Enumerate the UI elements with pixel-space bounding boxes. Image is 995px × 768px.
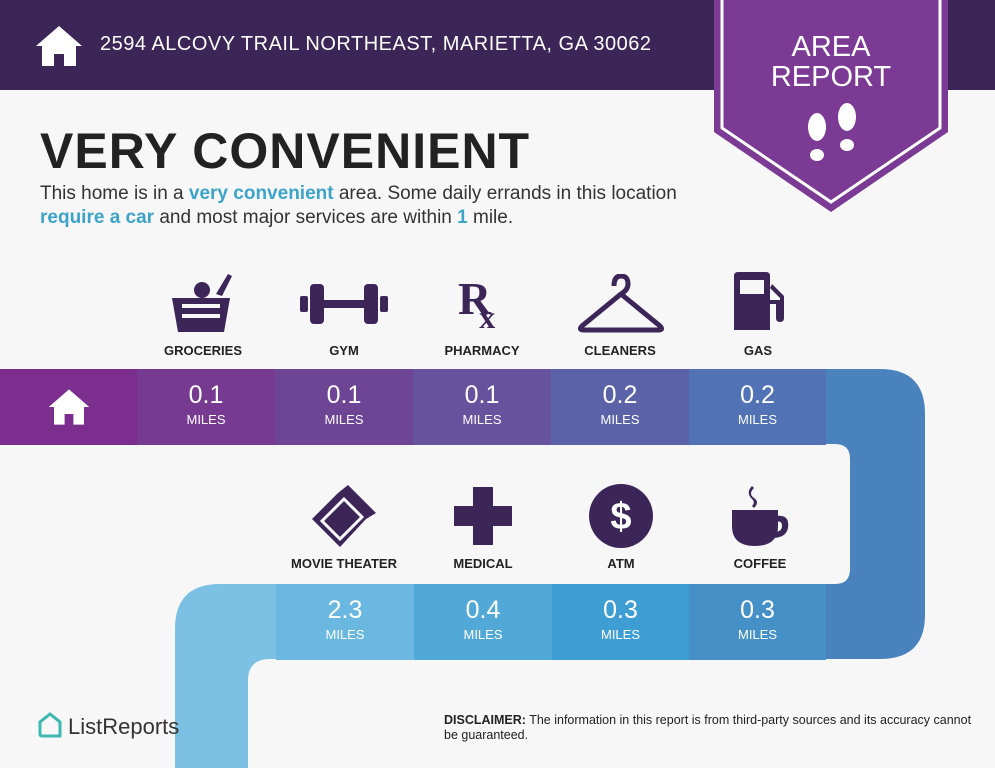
gas-pump-icon <box>734 272 784 330</box>
distance-cell-coffee: 0.3 MILES <box>689 584 826 660</box>
label-medical: MEDICAL <box>453 556 513 571</box>
disclaimer: DISCLAIMER: The information in this repo… <box>444 713 972 742</box>
footprints-icon <box>808 103 856 161</box>
medical-cross-icon <box>454 487 512 545</box>
hanger-icon <box>578 274 664 333</box>
label-gym: GYM <box>329 343 359 358</box>
label-cleaners: CLEANERS <box>584 343 656 358</box>
label-groceries: GROCERIES <box>163 343 242 358</box>
label-atm: ATM <box>607 556 635 571</box>
ticket-icon <box>312 485 376 547</box>
svg-text:$: $ <box>610 496 631 538</box>
badge-title: AREA REPORT <box>770 31 892 93</box>
coffee-cup-icon <box>732 486 789 546</box>
label-movie-theater: MOVIE THEATER <box>291 556 397 571</box>
rx-icon: Rx <box>458 273 496 335</box>
listreports-logo: ListReports <box>38 712 179 740</box>
property-address: 2594 ALCOVY TRAIL NORTHEAST, MARIETTA, G… <box>100 33 652 55</box>
distance-cell-atm: 0.3 MILES <box>552 584 689 660</box>
home-icon <box>48 389 89 425</box>
home-cell <box>0 369 137 445</box>
distance-cell-cleaners: 0.2 MILES <box>551 369 689 445</box>
distance-cell-gas: 0.2 MILES <box>689 369 826 445</box>
distance-cell-pharmacy: 0.1 MILES <box>413 369 551 445</box>
dollar-icon: $ <box>589 484 653 548</box>
area-report-badge <box>714 0 948 212</box>
label-coffee: COFFEE <box>733 556 787 571</box>
route-path <box>175 369 925 768</box>
logo-icon <box>38 712 62 738</box>
label-pharmacy: PHARMACY <box>444 343 520 358</box>
distance-cell-medical: 0.4 MILES <box>414 584 552 660</box>
distance-cell-movie-theater: 2.3 MILES <box>276 584 414 660</box>
label-gas: GAS <box>743 343 773 358</box>
summary-text: This home is in a very convenient area. … <box>40 183 677 228</box>
distance-cell-gym: 0.1 MILES <box>275 369 413 445</box>
page-title: VERY CONVENIENT <box>40 123 531 179</box>
dumbbell-icon <box>300 284 388 324</box>
grocery-basket-icon <box>172 274 232 332</box>
home-icon <box>36 26 82 66</box>
distance-cell-groceries: 0.1 MILES <box>137 369 275 445</box>
